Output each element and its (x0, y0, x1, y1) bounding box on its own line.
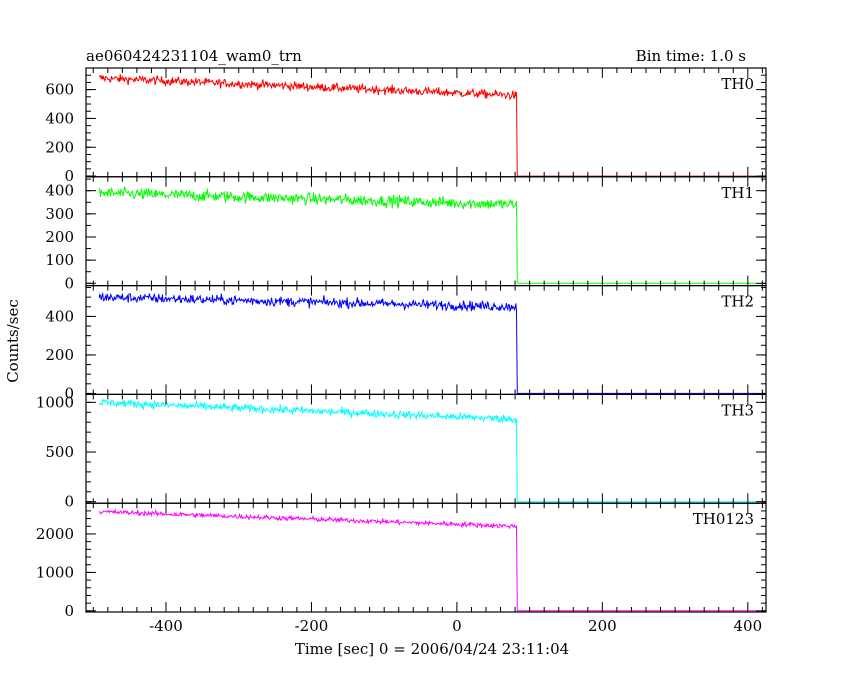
y-tick-label: 1000 (36, 393, 74, 411)
series-th0-line (98, 73, 757, 177)
panel-th0: TH0 0 200 400 600 (45, 67, 767, 185)
y-axis-label: Counts/sec (4, 299, 22, 383)
y-tick-label: 400 (45, 182, 74, 200)
panel-th2: TH2 0 200 400 (45, 285, 767, 402)
chart-title: ae060424231104_wam0_trn (86, 47, 302, 65)
series-th3-line (98, 398, 757, 503)
panels: TH00200400600TH10100200300400TH20200400T… (36, 67, 767, 635)
series-th2-line (98, 291, 757, 394)
y-tick-label: 400 (45, 109, 74, 127)
y-tick-label: 0 (64, 274, 74, 292)
y-tick-label: 1000 (36, 563, 74, 581)
panel-frame (85, 176, 767, 287)
y-tick-label: 0 (64, 493, 74, 511)
panel-th1: TH1 0 100 200 300 400 (45, 176, 767, 292)
series-th1-line (98, 186, 757, 284)
panel-label-th1: TH1 (721, 184, 754, 202)
y-tick-label: 200 (45, 228, 74, 246)
x-tick-label: 200 (588, 617, 617, 635)
panel-th0123: TH0123 0 1000 2000 (36, 502, 767, 620)
panel-label-th0123: TH0123 (693, 510, 754, 528)
panel-th3: TH3 0 500 1000 (36, 393, 767, 511)
panel-frame (85, 393, 767, 504)
y-tick-label: 500 (45, 443, 74, 461)
y-tick-label: 600 (45, 81, 74, 99)
x-axis-label: Time [sec] 0 = 2006/04/24 23:11:04 (295, 640, 569, 658)
y-tick-label: 0 (64, 384, 74, 402)
x-tick-label: 0 (452, 617, 462, 635)
series-th0123-line (99, 508, 757, 612)
y-tick-label: 400 (45, 307, 74, 325)
panel-label-th2: TH2 (721, 293, 754, 311)
x-tick-label: -200 (295, 617, 329, 635)
y-tick-label: 0 (64, 602, 74, 620)
bin-time-label: Bin time: 1.0 s (636, 47, 746, 65)
panel-label-th0: TH0 (721, 75, 754, 93)
y-tick-label: 100 (45, 251, 74, 269)
y-tick-label: 2000 (36, 525, 74, 543)
panel-label-th3: TH3 (721, 401, 754, 419)
x-tick-label: 400 (733, 617, 762, 635)
x-tick-label: -400 (149, 617, 183, 635)
y-tick-label: 0 (64, 167, 74, 185)
y-tick-label: 300 (45, 205, 74, 223)
panel-frame (85, 502, 767, 613)
y-tick-label: 200 (45, 346, 74, 364)
y-tick-label: 200 (45, 138, 74, 156)
